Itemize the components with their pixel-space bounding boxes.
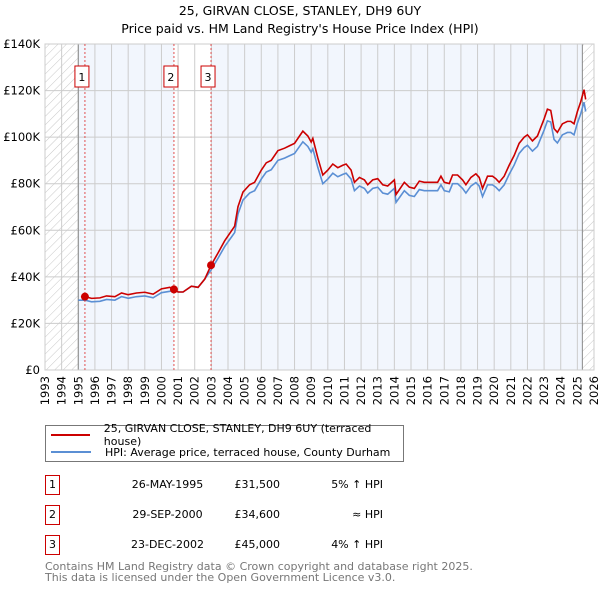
- sale-point: [207, 261, 216, 270]
- x-tick-label: 1998: [121, 376, 135, 405]
- y-tick-label: £0: [25, 363, 40, 377]
- x-tick-label: 1995: [71, 376, 85, 405]
- x-tick-label: 2010: [321, 376, 335, 405]
- sale-price: £31,500: [234, 478, 281, 491]
- x-tick-label: 1994: [55, 376, 69, 405]
- sale-point: [169, 285, 178, 294]
- x-tick-label: 2011: [337, 376, 351, 405]
- sale-row: 2 29-SEP-2000 £34,600 ≈ HPI: [45, 505, 445, 525]
- sale-marker-label: 2: [167, 71, 174, 84]
- sale-number-badge: 1: [45, 475, 60, 495]
- footer-licence: This data is licensed under the Open Gov…: [45, 571, 396, 584]
- sale-hpi-compare: ≈ HPI: [352, 508, 383, 521]
- x-tick-label: 1999: [138, 376, 152, 405]
- sale-date: 29-SEP-2000: [132, 508, 203, 521]
- x-tick-label: 2001: [171, 376, 185, 405]
- x-tick-label: 2022: [520, 376, 534, 405]
- y-tick-label: £40K: [11, 270, 41, 284]
- x-tick-label: 2006: [254, 376, 268, 405]
- sale-marker-box: [74, 65, 90, 88]
- x-tick-label: 2008: [288, 376, 302, 405]
- legend-item-hpi: HPI: Average price, terraced house, Coun…: [46, 444, 390, 460]
- sale-point: [80, 292, 89, 301]
- y-tick-label: £100K: [3, 130, 40, 144]
- x-tick-label: 2009: [304, 376, 318, 405]
- x-tick-label: 2012: [354, 376, 368, 405]
- x-tick-label: 2004: [221, 376, 235, 405]
- x-tick-label: 2005: [238, 376, 252, 405]
- x-tick-label: 2007: [271, 376, 285, 405]
- legend: 25, GIRVAN CLOSE, STANLEY, DH9 6UY (terr…: [45, 422, 404, 462]
- y-tick-label: £80K: [11, 177, 41, 191]
- legend-swatch-property: [51, 434, 90, 436]
- sale-number-badge: 3: [45, 535, 60, 555]
- x-tick-label: 2018: [454, 376, 468, 405]
- legend-item-property: 25, GIRVAN CLOSE, STANLEY, DH9 6UY (terr…: [46, 422, 403, 448]
- legend-label-hpi: HPI: Average price, terraced house, Coun…: [105, 445, 391, 459]
- sale-date: 26-MAY-1995: [131, 478, 204, 491]
- x-tick-label: 2021: [504, 376, 518, 405]
- x-tick-label: 2024: [554, 376, 568, 405]
- legend-swatch-hpi: [51, 451, 91, 453]
- x-tick-label: 2016: [421, 376, 435, 405]
- y-tick-label: £20K: [11, 316, 41, 330]
- x-tick-label: 2026: [587, 376, 600, 405]
- sale-marker-box: [200, 65, 216, 88]
- x-tick-label: 2002: [188, 376, 202, 405]
- x-tick-label: 1996: [88, 376, 102, 405]
- x-tick-label: 2013: [371, 376, 385, 405]
- price-chart: 1993 1994 1995 1996 1997 1998 1999 2000 2001 2002…: [3, 37, 600, 405]
- y-tick-label: £140K: [3, 37, 40, 51]
- x-tick-label: 2017: [437, 376, 451, 405]
- footer-copyright: Contains HM Land Registry data © Crown c…: [45, 560, 473, 573]
- y-tick-label: £60K: [11, 223, 41, 237]
- sale-number-badge: 2: [45, 505, 60, 525]
- x-tick-label: 2023: [537, 376, 551, 405]
- sale-price: £34,600: [234, 508, 281, 521]
- x-tick-label: 2014: [387, 376, 401, 405]
- sale-marker-label: 1: [78, 71, 85, 84]
- legend-label-property: 25, GIRVAN CLOSE, STANLEY, DH9 6UY (terr…: [103, 422, 372, 448]
- sale-hpi-compare: 4% ↑ HPI: [331, 538, 383, 551]
- sale-date: 23-DEC-2002: [130, 538, 205, 551]
- sale-hpi-compare: 5% ↑ HPI: [331, 478, 383, 491]
- sale-price: £45,000: [234, 538, 281, 551]
- sale-marker-box: [163, 65, 179, 88]
- sale-row: 1 26-MAY-1995 £31,500 5% ↑ HPI: [45, 475, 445, 495]
- shaded-region: [211, 44, 583, 370]
- x-tick-label: 2020: [487, 376, 501, 405]
- chart-title: 25, GIRVAN CLOSE, STANLEY, DH9 6UY: [178, 3, 422, 18]
- x-tick-label: 2025: [570, 376, 584, 405]
- x-tick-label: 1997: [105, 376, 119, 405]
- x-tick-label: 2019: [471, 376, 485, 405]
- x-tick-label: 1993: [38, 376, 52, 405]
- x-tick-label: 2003: [204, 376, 218, 405]
- x-tick-label: 2000: [154, 376, 168, 405]
- shaded-region: [78, 44, 174, 370]
- hatched-no-data-right: [582, 44, 594, 370]
- plot-frame: [44, 43, 595, 371]
- y-tick-label: £120K: [3, 84, 40, 98]
- sale-marker-label: 3: [205, 71, 212, 84]
- chart-subtitle: Price paid vs. HM Land Registry's House …: [121, 21, 479, 36]
- property-price-line: [84, 89, 587, 300]
- sale-row: 3 23-DEC-2002 £45,000 4% ↑ HPI: [45, 535, 445, 555]
- x-tick-label: 2015: [404, 376, 418, 405]
